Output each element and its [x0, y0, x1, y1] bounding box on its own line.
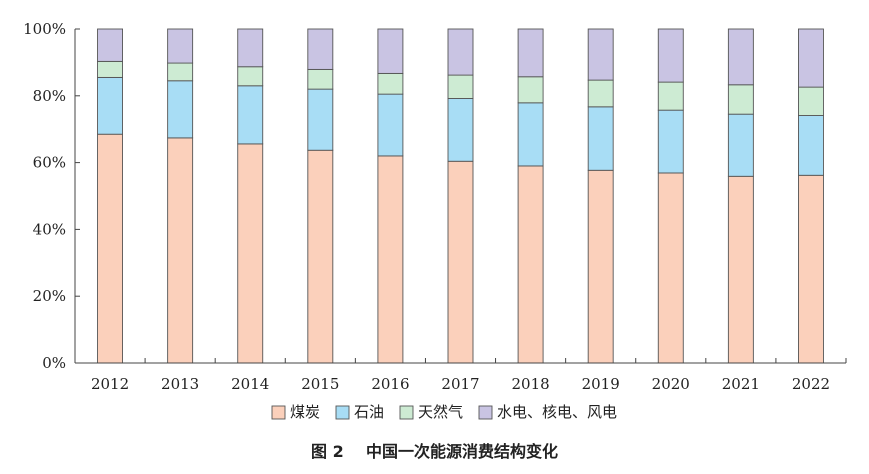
bar-segment-2019-s1	[587, 106, 614, 171]
bar-segment-2015-s2	[307, 68, 334, 90]
x-tick-label: 2018	[511, 375, 549, 393]
legend-label-3: 水电、核电、风电	[497, 403, 617, 421]
x-tick-label: 2020	[652, 375, 690, 393]
bar-segment-2013-s2	[167, 62, 194, 82]
axes-layer: 0% 20% 40% 60% 80% 100% 2012 2013 2014 2015 2016 20…	[23, 20, 847, 393]
legend-label-2: 天然气	[418, 403, 463, 421]
bar-segment-2016-s2	[377, 72, 404, 95]
bar-segment-2013-s3	[167, 28, 194, 64]
y-tick-label: 20%	[33, 287, 66, 305]
y-tick-label: 0%	[42, 354, 66, 372]
x-tick-label: 2015	[301, 375, 339, 393]
bar-segment-2020-s0	[657, 172, 684, 364]
bar-segment-2017-s1	[447, 98, 474, 162]
bar-segment-2022-s2	[798, 86, 824, 116]
legend-swatch-3	[478, 405, 493, 420]
bar-segment-2020-s3	[657, 28, 684, 83]
bar-segment-2015-s0	[307, 149, 334, 364]
bar-segment-2012-s0	[97, 133, 123, 364]
bar-segment-2015-s3	[307, 28, 334, 70]
bar-segment-2019-s0	[587, 169, 614, 364]
bars-layer	[97, 28, 824, 364]
bar-segment-2018-s2	[517, 76, 544, 104]
bar-segment-2014-s2	[237, 66, 264, 87]
legend-swatch-0	[271, 405, 286, 420]
bar-segment-2012-s1	[97, 76, 123, 135]
legend-swatch-2	[399, 405, 414, 420]
bar-segment-2012-s2	[97, 60, 123, 78]
x-tick-label: 2017	[441, 375, 479, 393]
y-tick-label: 80%	[33, 87, 66, 105]
x-tick-label: 2012	[91, 375, 129, 393]
figure-caption: 图 2 中国一次能源消费结构变化	[311, 442, 558, 461]
bar-segment-2017-s3	[447, 28, 474, 76]
bar-segment-2021-s3	[727, 28, 754, 86]
bar-segment-2013-s1	[167, 80, 194, 139]
y-tick-label: 100%	[23, 20, 66, 38]
bar-segment-2018-s1	[517, 102, 544, 167]
bar-segment-2021-s1	[727, 113, 754, 177]
x-tick-label: 2019	[582, 375, 620, 393]
bar-segment-2020-s1	[657, 109, 684, 174]
legend-label-0: 煤炭	[290, 403, 320, 421]
bar-segment-2014-s0	[237, 143, 264, 364]
bar-segment-2022-s0	[798, 174, 824, 364]
bar-segment-2014-s3	[237, 28, 264, 68]
bar-segment-2018-s3	[517, 28, 544, 78]
bar-segment-2012-s3	[97, 28, 123, 62]
bar-segment-2016-s3	[377, 28, 404, 74]
legend: 煤炭 石油 天然气 水电、核电、风电	[271, 403, 617, 421]
legend-label-1: 石油	[354, 403, 384, 421]
bar-segment-2018-s0	[517, 165, 544, 364]
bar-segment-2021-s0	[727, 175, 754, 364]
y-tick-label: 60%	[33, 154, 66, 172]
x-tick-label: 2022	[792, 375, 830, 393]
x-tick-label: 2014	[231, 375, 269, 393]
bar-segment-2016-s1	[377, 93, 404, 157]
bar-segment-2019-s2	[587, 79, 614, 108]
bar-segment-2017-s0	[447, 160, 474, 364]
y-tick-label: 40%	[33, 220, 66, 238]
x-tick-label: 2013	[161, 375, 199, 393]
bar-segment-2022-s3	[798, 28, 824, 88]
x-tick-label: 2016	[371, 375, 409, 393]
bar-segment-2015-s1	[307, 88, 334, 151]
bar-segment-2013-s0	[167, 137, 194, 364]
bar-segment-2021-s2	[727, 84, 754, 115]
bar-segment-2017-s2	[447, 74, 474, 99]
legend-swatch-1	[335, 405, 350, 420]
bar-segment-2022-s1	[798, 115, 824, 176]
x-tick-label: 2021	[722, 375, 760, 393]
bar-segment-2016-s0	[377, 155, 404, 364]
bar-segment-2020-s2	[657, 81, 684, 111]
bar-segment-2014-s1	[237, 85, 264, 145]
bar-segment-2019-s3	[587, 28, 614, 81]
